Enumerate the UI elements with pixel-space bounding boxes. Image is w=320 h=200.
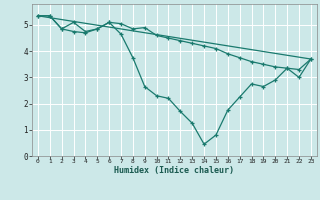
X-axis label: Humidex (Indice chaleur): Humidex (Indice chaleur) (115, 166, 234, 175)
